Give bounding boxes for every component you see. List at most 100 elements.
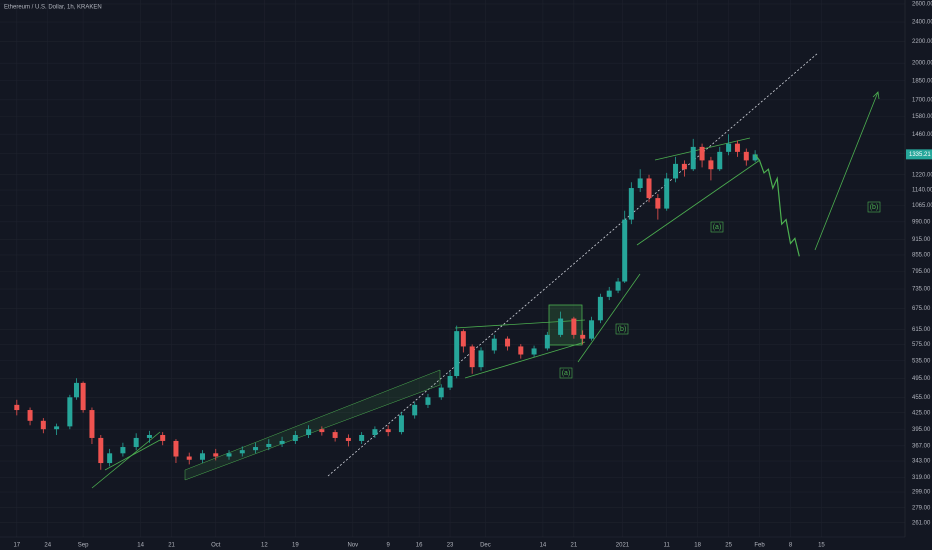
y-tick-label: 615.00 xyxy=(912,327,931,333)
candle-body xyxy=(571,318,577,335)
candle-body xyxy=(544,334,550,349)
candle-body xyxy=(606,290,612,297)
x-tick-label: 21 xyxy=(571,543,578,549)
candle-body xyxy=(558,318,564,335)
candle-body xyxy=(734,143,740,152)
x-tick-label: 12 xyxy=(261,543,268,549)
y-tick-label: 855.00 xyxy=(912,253,931,259)
trend-line xyxy=(91,431,161,489)
y-tick-label: 1700.00 xyxy=(912,97,932,103)
y-tick-label: 1220.00 xyxy=(912,172,932,178)
x-tick-label: 19 xyxy=(292,543,299,549)
y-tick-label: 495.00 xyxy=(912,376,931,382)
candle-body xyxy=(447,376,453,388)
candle-body xyxy=(73,382,79,398)
y-tick-label: 2600.00 xyxy=(912,2,932,8)
x-tick-label: Nov xyxy=(347,543,358,549)
candle-body xyxy=(266,443,272,448)
x-tick-label: 25 xyxy=(725,543,732,549)
annotation-box xyxy=(615,323,629,335)
candle-body xyxy=(589,320,595,339)
y-tick-label: 2400.00 xyxy=(912,20,932,26)
candle-body xyxy=(372,429,378,435)
y-tick-label: 1460.00 xyxy=(912,132,932,138)
y-tick-label: 319.00 xyxy=(912,475,931,481)
candle-body xyxy=(359,434,365,441)
candle-body xyxy=(726,143,732,152)
annotation-box xyxy=(867,201,881,213)
candle-body xyxy=(454,331,460,377)
annotation-box xyxy=(559,367,573,379)
candle-body xyxy=(332,432,338,438)
candle-body xyxy=(717,151,723,170)
candle-body xyxy=(398,415,404,433)
y-tick-label: 990.00 xyxy=(912,219,931,225)
y-tick-label: 675.00 xyxy=(912,306,931,312)
y-tick-label: 395.00 xyxy=(912,427,931,433)
candle-body xyxy=(699,146,705,161)
y-tick-label: 425.00 xyxy=(912,410,931,416)
x-tick-label: 11 xyxy=(664,543,671,549)
axis-labels: 2600.00 2400.00 2200.00 2000.00 1850.00 1700.… xyxy=(13,2,932,549)
candle-body xyxy=(681,163,687,170)
x-tick-label: 18 xyxy=(694,543,701,549)
candle-body xyxy=(491,338,497,351)
candle-body xyxy=(505,338,511,347)
x-tick-label: 15 xyxy=(818,543,825,549)
candle-body xyxy=(460,331,466,347)
annotations: (a) (b) (a) (b) xyxy=(559,201,881,379)
x-tick-label: Oct xyxy=(211,543,221,549)
candle-body xyxy=(646,178,652,199)
y-tick-label: 795.00 xyxy=(912,269,931,275)
last-price-label: 1335.21 xyxy=(909,152,931,158)
candle-body xyxy=(213,453,219,457)
y-tick-label: 2000.00 xyxy=(912,61,932,67)
grid xyxy=(0,0,905,537)
candle-body xyxy=(199,453,205,460)
candle-body xyxy=(279,440,285,444)
x-tick-label: 24 xyxy=(44,543,51,549)
candle-body xyxy=(438,387,444,398)
candle-body xyxy=(226,453,232,457)
y-tick-label: 367.00 xyxy=(912,443,931,449)
x-tick-label: 8 xyxy=(789,543,793,549)
arrow-head xyxy=(872,91,880,100)
candle-body xyxy=(160,434,166,441)
candle-body xyxy=(186,456,192,460)
candle-body xyxy=(597,296,603,321)
candle-body xyxy=(708,160,714,170)
candle-body xyxy=(54,426,60,430)
candle-body xyxy=(107,453,113,464)
candle-body xyxy=(664,178,670,209)
candle-body xyxy=(655,198,661,209)
y-tick-label: 1065.00 xyxy=(912,203,932,209)
candle-body xyxy=(622,219,628,282)
trend-line xyxy=(577,273,641,363)
box xyxy=(548,304,583,346)
candle-body xyxy=(239,450,245,454)
candle-body xyxy=(40,420,46,430)
candle-body xyxy=(743,151,749,161)
candle-body xyxy=(469,346,475,368)
y-tick-label: 915.00 xyxy=(912,237,931,243)
y-tick-label: 735.00 xyxy=(912,287,931,293)
arrow-line xyxy=(814,91,879,251)
x-tick-label: Sep xyxy=(78,543,89,549)
y-tick-label: 1850.00 xyxy=(912,78,932,84)
y-tick-label: 575.00 xyxy=(912,342,931,348)
candle-body xyxy=(292,434,298,441)
projection-line xyxy=(754,154,800,257)
candle-body xyxy=(637,178,643,189)
y-tick-label: 1580.00 xyxy=(912,114,932,120)
candle-body xyxy=(580,334,586,339)
x-tick-label: Feb xyxy=(754,543,765,549)
x-tick-label: 9 xyxy=(387,543,391,549)
price-axis xyxy=(905,0,932,550)
candle-body xyxy=(385,429,391,433)
channel xyxy=(184,369,441,481)
x-tick-label: 21 xyxy=(168,543,175,549)
trend-line xyxy=(464,341,586,379)
candle-body xyxy=(98,437,104,464)
